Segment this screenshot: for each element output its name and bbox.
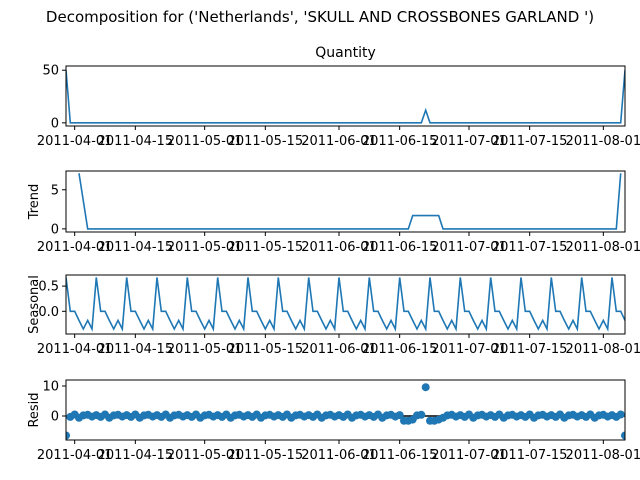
x-tick-label: 2011-08-01 xyxy=(566,134,640,149)
x-tick-label: 2011-06-01 xyxy=(301,342,377,357)
series-line xyxy=(66,70,625,124)
plot-area xyxy=(66,70,625,124)
y-axis-label: Seasonal xyxy=(27,275,42,334)
x-tick-label: 2011-06-15 xyxy=(362,240,438,255)
x-tick-label: 2011-07-15 xyxy=(492,448,568,463)
x-tick-label: 2011-04-01 xyxy=(37,240,113,255)
y-tick-label: 50 xyxy=(42,64,59,79)
x-tick-label: 2011-04-01 xyxy=(37,448,113,463)
panel-3: 0.00.52011-04-012011-04-152011-05-012011… xyxy=(27,274,640,357)
x-tick-label: 2011-05-15 xyxy=(228,342,304,357)
x-tick-label: 2011-05-01 xyxy=(167,342,243,357)
x-tick-label: 2011-05-01 xyxy=(167,240,243,255)
axes-frame xyxy=(65,65,626,127)
x-tick-label: 2011-08-01 xyxy=(566,240,640,255)
axes-frame xyxy=(65,170,626,233)
x-tick-label: 2011-07-15 xyxy=(492,240,568,255)
x-tick-label: 2011-04-15 xyxy=(98,448,174,463)
resid-point xyxy=(417,410,426,419)
resid-point xyxy=(616,410,625,419)
panel-2: 0 5 2011-04-012011-04-152011-05-012011-05-… xyxy=(27,170,640,255)
y-tick-label: 0 xyxy=(51,222,59,237)
y-tick-label: 0.5 xyxy=(38,280,59,295)
x-tick-label: 2011-04-01 xyxy=(37,134,113,149)
x-tick-label: 2011-05-15 xyxy=(228,134,304,149)
plot-area xyxy=(78,173,622,230)
x-tick-label: 2011-08-01 xyxy=(566,448,640,463)
x-tick-label: 2011-08-01 xyxy=(566,342,640,357)
series-line xyxy=(78,173,622,230)
x-tick-label: 2011-07-15 xyxy=(492,342,568,357)
x-tick-label: 2011-06-15 xyxy=(362,134,438,149)
x-tick-label: 2011-06-15 xyxy=(362,448,438,463)
y-tick-label: 0 xyxy=(51,410,59,425)
y-axis-label: Resid xyxy=(27,392,42,427)
y-tick-label: 10 xyxy=(42,380,59,395)
panel-title: Quantity xyxy=(315,45,376,61)
x-tick-label: 2011-04-01 xyxy=(37,342,113,357)
x-tick-label: 2011-04-15 xyxy=(98,342,174,357)
x-tick-label: 2011-06-01 xyxy=(301,448,377,463)
y-axis-label: Trend xyxy=(27,184,42,221)
x-tick-label: 2011-06-15 xyxy=(362,342,438,357)
resid-point xyxy=(66,431,70,440)
x-tick-label: 2011-05-01 xyxy=(167,134,243,149)
x-tick-label: 2011-05-15 xyxy=(228,240,304,255)
y-tick-label: 0.0 xyxy=(38,305,59,320)
x-tick-label: 2011-07-01 xyxy=(431,134,507,149)
x-tick-label: 2011-07-01 xyxy=(431,240,507,255)
plot-area xyxy=(66,383,625,440)
x-tick-label: 2011-07-01 xyxy=(431,448,507,463)
panel-1: 0 50 2011-04-012011-04-152011-05-012011-05… xyxy=(37,45,640,149)
resid-point xyxy=(395,411,404,420)
y-tick-label: 0 xyxy=(51,116,59,131)
resid-point xyxy=(621,431,625,440)
x-tick-label: 2011-04-15 xyxy=(98,134,174,149)
y-tick-label: 5 xyxy=(51,183,59,198)
x-tick-label: 2011-06-01 xyxy=(301,240,377,255)
x-tick-label: 2011-07-15 xyxy=(492,134,568,149)
x-tick-label: 2011-04-15 xyxy=(98,240,174,255)
series-line xyxy=(66,277,625,332)
x-tick-label: 2011-05-01 xyxy=(167,448,243,463)
figure-title: Decomposition for ('Netherlands', 'SKULL… xyxy=(46,8,594,26)
plot-area xyxy=(66,277,625,332)
panel-4: 0 10 2011-04-012011-04-152011-05-012011-05… xyxy=(27,379,640,463)
resid-point xyxy=(421,383,430,392)
x-tick-label: 2011-06-01 xyxy=(301,134,377,149)
axes-frame xyxy=(65,379,626,441)
axes-frame xyxy=(65,274,626,335)
x-tick-label: 2011-07-01 xyxy=(431,342,507,357)
x-tick-label: 2011-05-15 xyxy=(228,448,304,463)
panels: 0502011-04-012011-04-152011-05-012011-05… xyxy=(27,45,640,463)
